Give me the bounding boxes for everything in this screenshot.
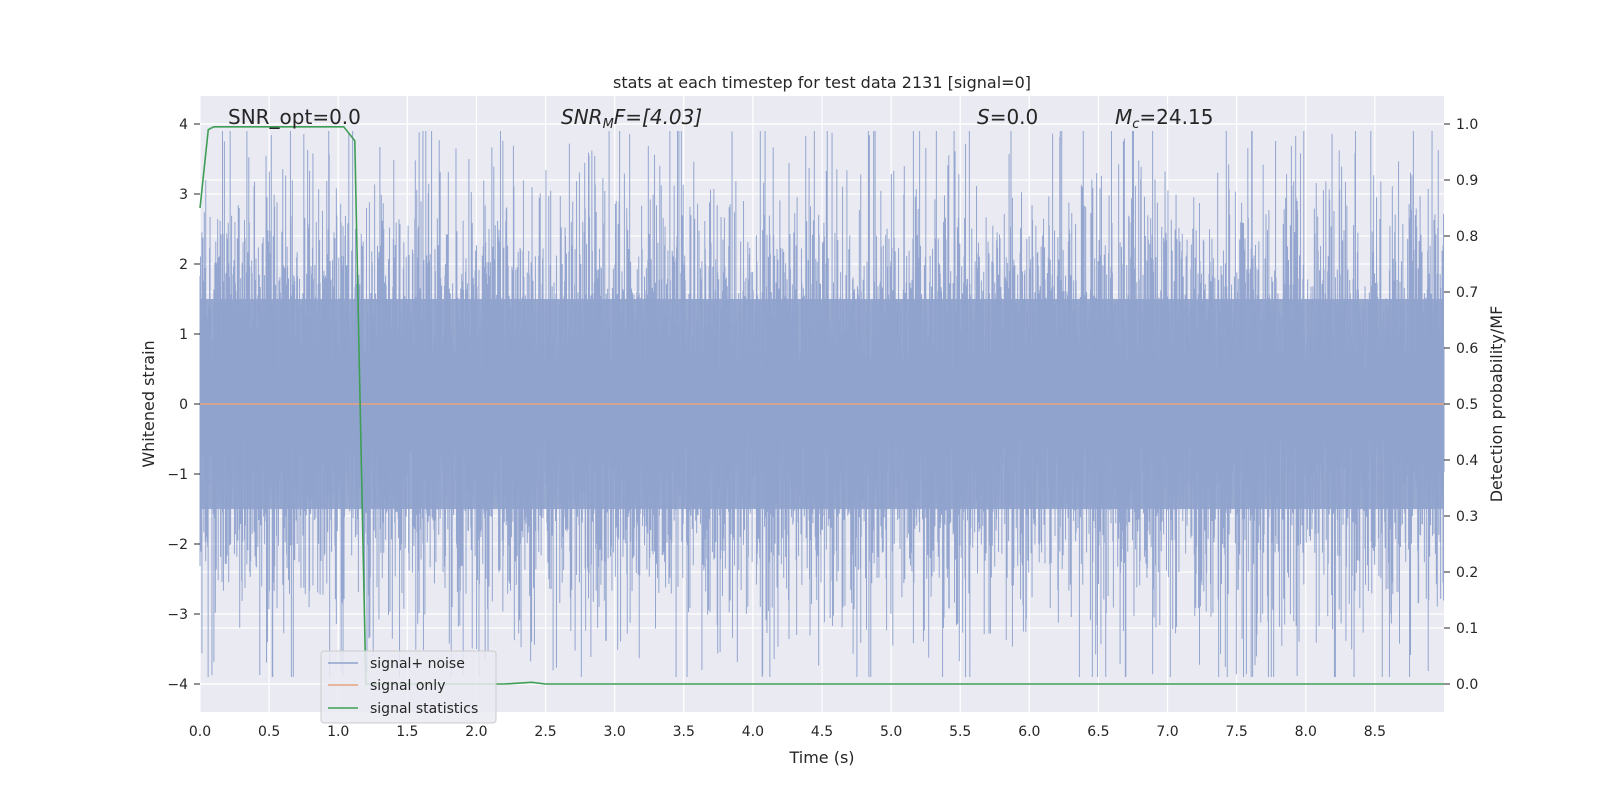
legend-label-signal-noise: signal+ noise [370, 656, 465, 672]
y-right-tick-label: 0.8 [1456, 229, 1478, 245]
x-tick-label: 0.5 [258, 724, 280, 740]
y-right-tick-label: 0.1 [1456, 621, 1478, 637]
y-left-tick-label: −1 [167, 467, 188, 483]
annotation-s: S=0.0 [977, 105, 1038, 129]
y-left-tick-label: 3 [179, 187, 188, 203]
y-right-tick-label: 0.2 [1456, 565, 1478, 581]
snr-mf-rest: F=[4.03] [614, 105, 702, 129]
legend-box [320, 650, 497, 724]
x-tick-label: 6.5 [1087, 724, 1109, 740]
annotation-mc: Mc=24.15 [1115, 105, 1213, 132]
mc-sub: c [1132, 117, 1139, 132]
y-axis-label-left: Whitened strain [139, 340, 158, 467]
x-tick-label: 5.0 [880, 724, 902, 740]
y-left-tick-label: 0 [179, 397, 188, 413]
snr-mf-sub: M [603, 117, 614, 132]
y-left-tick-label: 4 [179, 117, 188, 133]
x-tick-label: 3.5 [673, 724, 695, 740]
y-right-tick-label: 0.7 [1456, 285, 1478, 301]
x-tick-label: 0.0 [189, 724, 211, 740]
x-tick-label: 1.5 [396, 724, 418, 740]
signal-statistics-series [199, 126, 1444, 685]
x-tick-label: 8.5 [1364, 724, 1386, 740]
y-left-tick-label: −4 [167, 677, 188, 693]
y-right-tick-label: 0.0 [1456, 677, 1478, 693]
legend-label-signal-only: signal only [370, 678, 445, 694]
annotation-snr-opt: SNR_opt=0.0 [228, 105, 361, 129]
y-right-tick-label: 0.3 [1456, 509, 1478, 525]
y-right-tick-label: 0.6 [1456, 341, 1478, 357]
x-tick-label: 7.5 [1226, 724, 1248, 740]
x-tick-label: 5.5 [949, 724, 971, 740]
y-right-tick-label: 1.0 [1456, 117, 1478, 133]
s-italic: S [977, 105, 990, 129]
y-right-tick-label: 0.9 [1456, 173, 1478, 189]
annotation-snr-mf: SNRMF=[4.03] [561, 105, 702, 132]
chart-title: stats at each timestep for test data 213… [613, 73, 1031, 92]
x-tick-label: 2.0 [465, 724, 487, 740]
x-axis-label: Time (s) [788, 748, 854, 767]
x-tick-label: 1.0 [327, 724, 349, 740]
x-tick-label: 3.0 [604, 724, 626, 740]
mc-rest: =24.15 [1139, 105, 1213, 129]
legend-label-signal-statistics: signal statistics [370, 701, 478, 717]
mc-base: M [1115, 105, 1132, 129]
x-tick-labels: 0.0 0.5 1.0 1.5 2.0 2.5 3.0 3.5 4.0 4.5 5.0 5.5 6.0 6… [189, 724, 1386, 740]
s-rest: =0.0 [990, 105, 1039, 129]
x-tick-label: 4.0 [742, 724, 764, 740]
x-tick-label: 7.0 [1156, 724, 1178, 740]
x-tick-label: 6.0 [1018, 724, 1040, 740]
y-left-tick-label: −2 [167, 537, 188, 553]
x-tick-label: 8.0 [1295, 724, 1317, 740]
y-left-tick-labels: 4 3 2 1 0 −1 −2 −3 −4 [167, 117, 200, 693]
noise-trace [199, 131, 1445, 677]
legend: signal+ noise signal only signal statist… [320, 650, 497, 724]
y-right-tick-labels: 1.0 0.9 0.8 0.7 0.6 0.5 0.4 0.3 0.2 0.1 0.0 [1444, 117, 1478, 693]
y-left-tick-label: 1 [179, 327, 188, 343]
y-left-tick-label: −3 [167, 607, 188, 623]
y-left-tick-label: 2 [179, 257, 188, 273]
y-axis-label-right: Detection probability/MF [1487, 306, 1506, 503]
snr-mf-base: SNR [561, 105, 603, 129]
x-tick-label: 2.5 [534, 724, 556, 740]
y-right-tick-label: 0.4 [1456, 453, 1478, 469]
x-tick-label: 4.5 [811, 724, 833, 740]
y-right-tick-label: 0.5 [1456, 397, 1478, 413]
